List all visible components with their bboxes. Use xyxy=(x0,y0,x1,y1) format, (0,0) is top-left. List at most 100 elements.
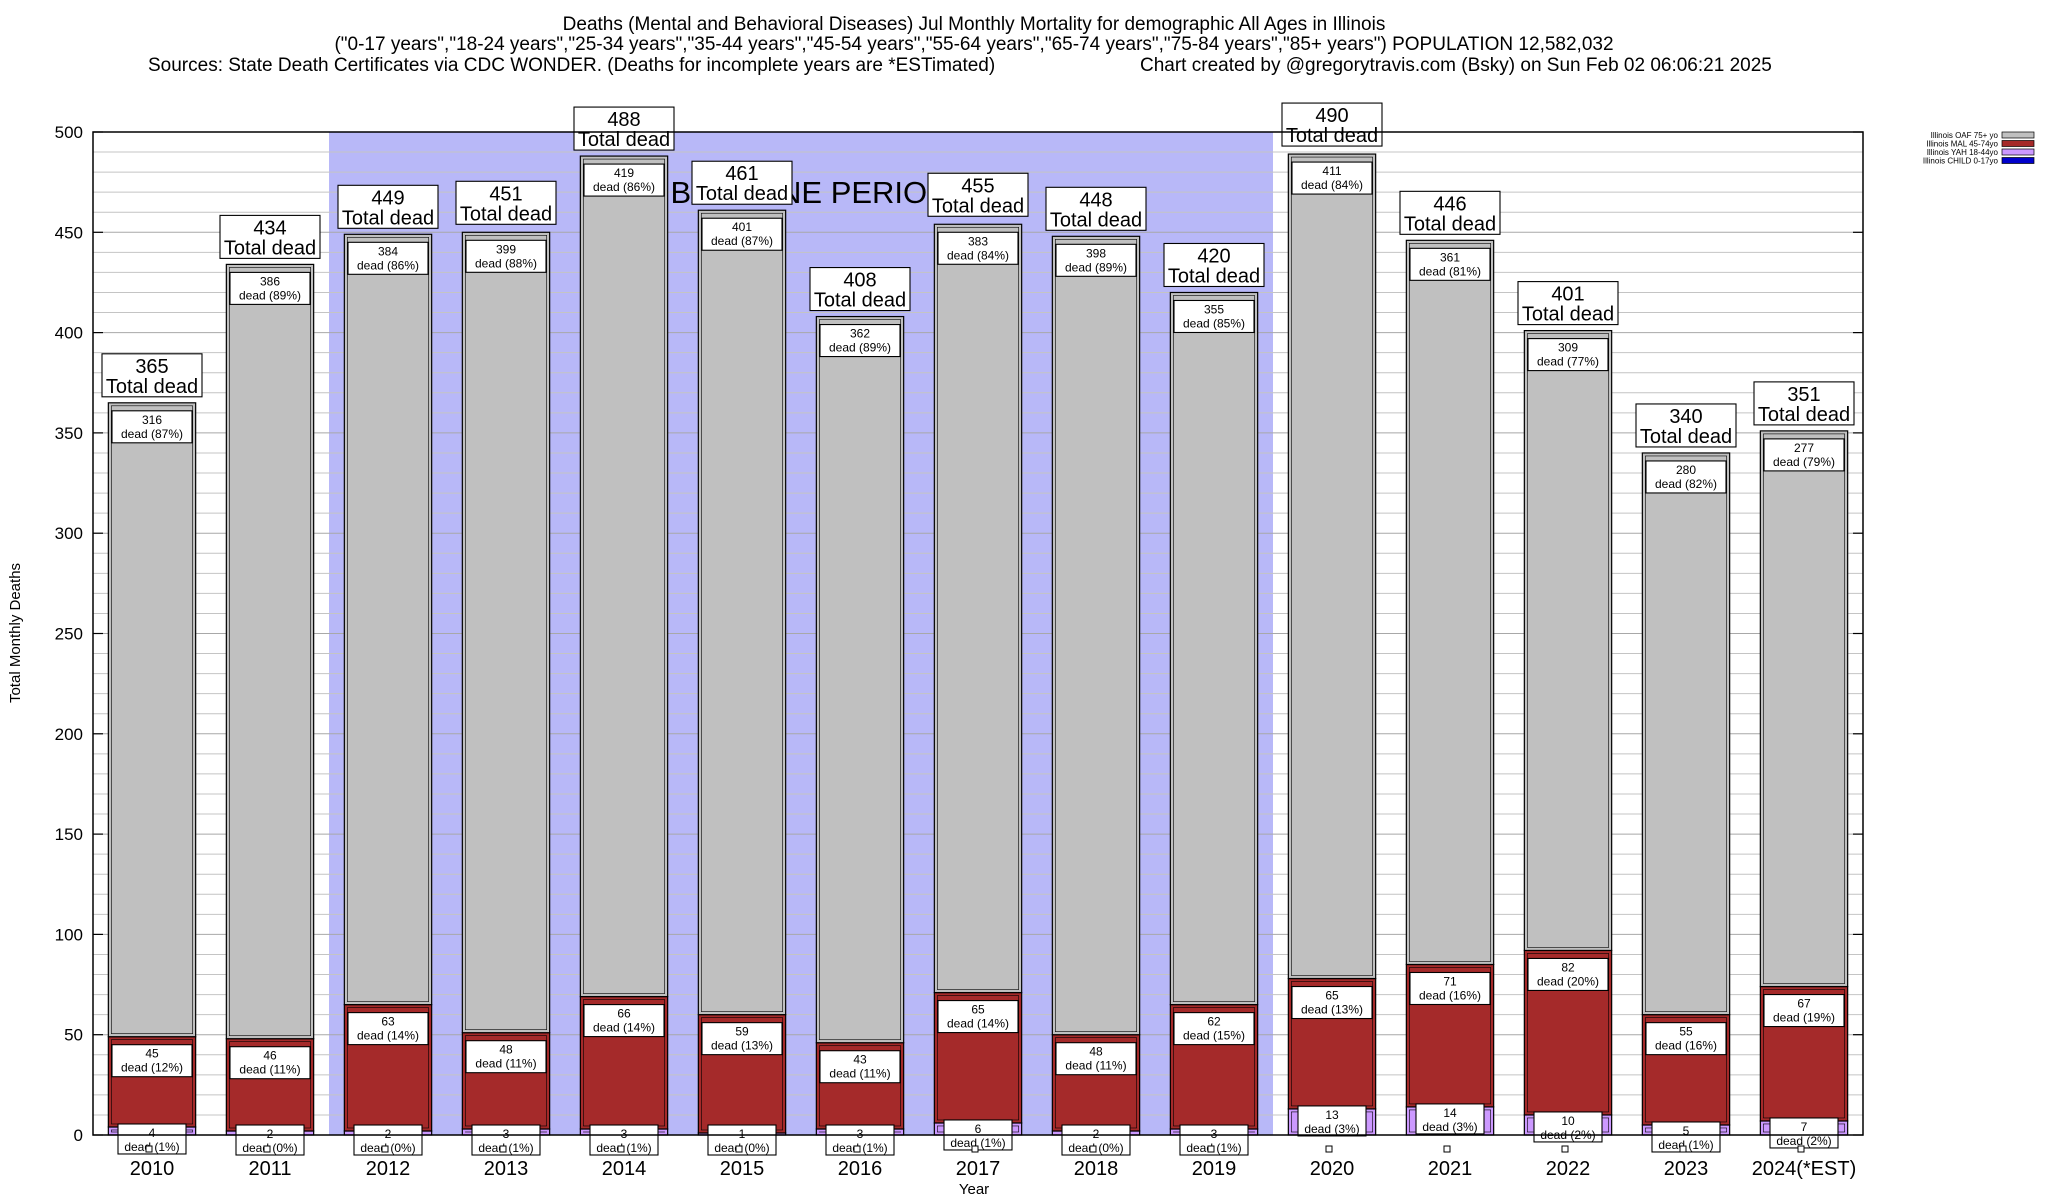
bar-segment-inner-border xyxy=(229,267,311,1037)
child-marker xyxy=(145,1145,153,1153)
total-value-label: 451 xyxy=(489,183,522,205)
segment-percent-label: dead (87%) xyxy=(121,427,183,441)
segment-percent-label: dead (88%) xyxy=(475,256,537,270)
total-text-label: Total dead xyxy=(1286,125,1378,147)
total-text-label: Total dead xyxy=(460,203,552,225)
segment-label-box xyxy=(1055,243,1137,277)
segment-value-label: 277 xyxy=(1794,441,1814,455)
y-tick-label: 150 xyxy=(55,825,83,844)
child-marker xyxy=(853,1145,861,1153)
y-tick-label: 350 xyxy=(55,424,83,443)
segment-percent-label: dead (13%) xyxy=(711,1039,773,1053)
segment-value-label: 361 xyxy=(1440,250,1460,264)
legend-label: Illinois YAH 18-44yo xyxy=(1927,148,1999,157)
segment-percent-label: dead (11%) xyxy=(829,1067,890,1081)
chart-title: Deaths (Mental and Behavioral Diseases) … xyxy=(563,14,1386,35)
y-tick-label: 200 xyxy=(55,725,83,744)
total-label-box xyxy=(455,180,557,225)
segment-percent-label: dead (12%) xyxy=(121,1061,183,1075)
total-text-label: Total dead xyxy=(1404,213,1496,235)
total-label-box xyxy=(1163,242,1265,288)
total-text-label: Total dead xyxy=(224,237,316,259)
segment-value-label: 383 xyxy=(968,234,988,248)
segment-label-box xyxy=(1409,247,1491,281)
segment-percent-label: dead (14%) xyxy=(357,1029,419,1043)
segment-percent-label: dead (86%) xyxy=(357,258,419,272)
segment-value-label: 43 xyxy=(853,1053,867,1067)
total-text-label: Total dead xyxy=(106,376,198,398)
total-value-label: 420 xyxy=(1197,245,1230,267)
segment-value-label: 399 xyxy=(496,242,516,256)
x-tick-label: 2023 xyxy=(1664,1158,1709,1180)
segment-label-box xyxy=(1297,1105,1367,1137)
total-label-box xyxy=(1753,381,1855,426)
segment-percent-label: dead (2%) xyxy=(1776,1134,1831,1148)
total-value-label: 490 xyxy=(1315,105,1348,127)
child-marker xyxy=(1561,1145,1569,1153)
bars xyxy=(107,153,1849,1136)
segment-label-box xyxy=(1763,438,1845,472)
segment-value-label: 6 xyxy=(975,1122,982,1136)
total-label-box xyxy=(573,106,675,151)
axis-ticks: 0 50 100 150 200 250 300 350 400 450 500 2010 2011 20… xyxy=(55,123,1863,1180)
bar-segment-inner-border xyxy=(1291,156,1373,976)
total-label-box xyxy=(101,353,203,398)
segment-percent-label: dead (3%) xyxy=(1422,1120,1477,1134)
child-marker xyxy=(971,1145,979,1153)
segment-value-label: 316 xyxy=(142,413,162,427)
bar-segment xyxy=(933,223,1023,994)
segment-value-label: 48 xyxy=(1089,1045,1103,1059)
segment-value-label: 362 xyxy=(850,327,870,341)
segment-label-box xyxy=(583,163,665,197)
segment-percent-label: dead (87%) xyxy=(711,234,773,248)
x-tick-label: 2011 xyxy=(248,1158,291,1180)
total-label-box xyxy=(809,267,911,312)
segment-value-label: 3 xyxy=(1211,1127,1218,1141)
segment-percent-label: dead (15%) xyxy=(1183,1029,1245,1043)
segment-label-box xyxy=(229,271,311,305)
segment-value-label: 384 xyxy=(378,244,398,258)
segment-value-label: 309 xyxy=(1558,341,1578,355)
segment-label-box xyxy=(465,1040,547,1074)
segment-value-label: 65 xyxy=(1325,989,1339,1003)
child-marker xyxy=(1443,1145,1451,1153)
x-tick-label: 2016 xyxy=(838,1158,883,1180)
total-value-label: 408 xyxy=(843,270,876,292)
bar-segment-inner-border xyxy=(1055,239,1137,1032)
total-value-label: 365 xyxy=(135,356,168,378)
segment-percent-label: dead (84%) xyxy=(1301,178,1363,192)
total-value-label: 401 xyxy=(1551,284,1584,306)
segment-value-label: 71 xyxy=(1443,974,1457,988)
total-text-label: Total dead xyxy=(578,129,670,151)
segment-label-box xyxy=(229,1046,311,1080)
child-marker xyxy=(1325,1145,1333,1153)
segment-value-label: 14 xyxy=(1443,1106,1457,1120)
legend-label: Illinois MAL 45-74yo xyxy=(1926,140,1998,149)
segment-label-box xyxy=(465,239,547,273)
bar-segment xyxy=(461,231,551,1034)
segment-percent-label: dead (20%) xyxy=(1537,974,1599,988)
total-text-label: Total dead xyxy=(1168,265,1260,287)
